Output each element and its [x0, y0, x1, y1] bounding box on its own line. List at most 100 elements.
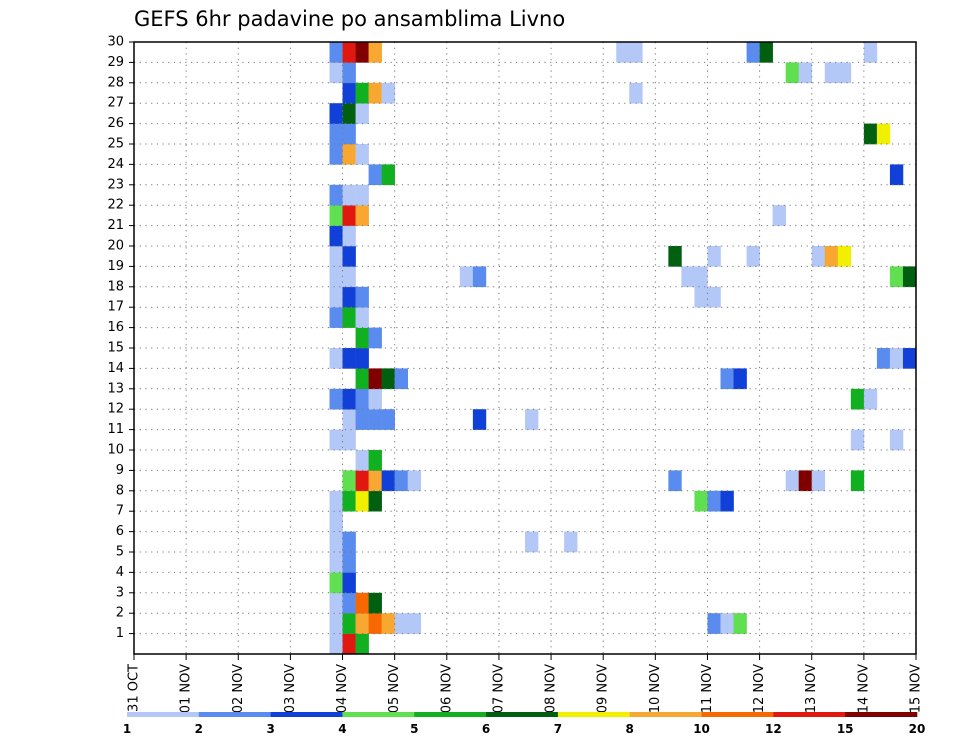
precip-cell	[342, 225, 356, 247]
legend-label: 7	[554, 722, 562, 736]
y-tick-label: 28	[107, 75, 124, 90]
precip-cell	[329, 307, 343, 328]
precip-cell	[720, 368, 734, 390]
precip-cell	[368, 470, 382, 492]
y-tick-label: 16	[107, 320, 124, 335]
precip-cell	[329, 511, 343, 532]
precip-cell	[355, 388, 369, 410]
precip-cell	[798, 470, 813, 492]
precip-cell	[720, 613, 734, 634]
precip-cell	[368, 368, 382, 390]
precip-cell	[329, 103, 343, 124]
legend-label: 15	[837, 722, 854, 736]
precip-cell	[329, 388, 343, 410]
precip-cell	[342, 572, 356, 594]
precip-cell	[329, 225, 343, 247]
precip-cell	[355, 103, 369, 124]
precip-cell	[368, 164, 382, 186]
precip-cell	[824, 62, 839, 84]
precip-cell	[889, 429, 904, 451]
precip-cell	[329, 123, 343, 145]
precip-cell	[368, 42, 382, 63]
precip-cell	[368, 388, 382, 410]
precip-cell	[876, 348, 891, 369]
precip-cell	[342, 470, 356, 492]
precip-cell	[707, 613, 721, 634]
legend-label: 10	[693, 722, 710, 736]
y-tick-label: 14	[107, 361, 124, 376]
x-tick-label: 03 NOV	[283, 664, 298, 713]
precip-cell	[355, 490, 369, 512]
precip-cell	[407, 470, 422, 492]
y-tick-label: 10	[107, 443, 124, 458]
precip-cell	[472, 409, 487, 430]
precip-cell	[342, 490, 356, 512]
y-tick-label: 21	[107, 218, 124, 233]
precip-cell	[694, 266, 708, 288]
precip-cell	[694, 286, 708, 308]
precip-cell	[355, 348, 369, 369]
y-tick-label: 3	[116, 585, 124, 600]
precip-cell	[681, 266, 695, 288]
precip-cell	[407, 613, 422, 634]
precip-cell	[381, 82, 395, 104]
precip-cell	[394, 368, 408, 390]
precip-cell	[329, 552, 343, 573]
precip-cell	[889, 164, 904, 186]
precip-cell	[902, 266, 917, 288]
legend-label: 3	[266, 722, 274, 736]
precip-cell	[889, 266, 904, 288]
y-tick-label: 30	[107, 35, 124, 50]
precip-cell	[746, 246, 760, 267]
precip-cell	[394, 613, 408, 634]
legend-label: 5	[410, 722, 418, 736]
precip-cell	[850, 429, 865, 451]
precip-cell	[381, 409, 395, 430]
legend-swatch	[486, 712, 559, 717]
precip-cell	[785, 62, 799, 84]
precip-cell	[381, 164, 395, 186]
y-tick-label: 17	[107, 300, 124, 315]
precip-cell	[342, 266, 356, 288]
precip-cell	[355, 327, 369, 349]
precip-cell	[342, 184, 356, 206]
precip-cell	[381, 470, 395, 492]
legend-label: 6	[482, 722, 490, 736]
precip-cell	[355, 205, 369, 226]
precip-cell	[355, 184, 369, 206]
legend-swatch	[845, 712, 918, 717]
precip-cell	[694, 490, 708, 512]
precip-cell	[342, 144, 356, 165]
precip-cell	[707, 490, 721, 512]
precip-cell	[876, 123, 891, 145]
precip-cell	[837, 246, 852, 267]
precip-cell	[863, 123, 878, 145]
precip-cell	[342, 82, 356, 104]
y-tick-label: 2	[116, 606, 124, 621]
precip-cell	[889, 348, 904, 369]
y-tick-label: 11	[107, 422, 124, 437]
legend-label: 4	[338, 722, 346, 736]
y-tick-label: 7	[116, 504, 124, 519]
precip-cell	[342, 307, 356, 328]
precip-cell	[863, 388, 878, 410]
precip-cell	[629, 82, 643, 104]
precip-cell	[355, 286, 369, 308]
precip-cell	[355, 368, 369, 390]
legend-swatch	[342, 712, 415, 717]
y-tick-label: 26	[107, 116, 124, 131]
y-tick-label: 29	[107, 55, 124, 70]
y-tick-label: 23	[107, 177, 124, 192]
precip-cell	[342, 42, 356, 63]
y-tick-label: 25	[107, 137, 124, 152]
precip-cell	[329, 62, 343, 84]
precip-cell	[329, 531, 343, 553]
chart-title: GEFS 6hr padavine po ansamblima Livno	[134, 7, 565, 31]
precip-cell	[394, 470, 408, 492]
y-tick-label: 19	[107, 259, 124, 274]
precip-cell	[355, 42, 369, 63]
y-tick-label: 24	[107, 157, 124, 172]
precip-cell	[564, 531, 578, 553]
legend-swatch	[198, 712, 271, 717]
